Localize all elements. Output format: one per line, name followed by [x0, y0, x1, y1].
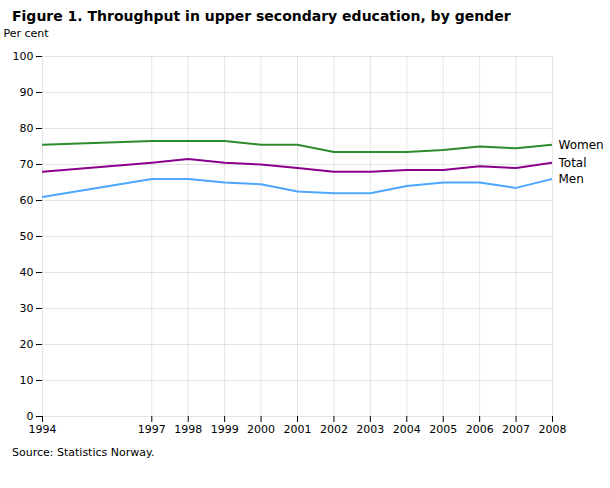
- svg-text:1994: 1994: [29, 423, 57, 436]
- svg-text:1998: 1998: [174, 423, 202, 436]
- svg-text:2001: 2001: [284, 423, 312, 436]
- svg-text:2000: 2000: [247, 423, 275, 436]
- svg-text:50: 50: [20, 230, 34, 243]
- svg-text:0: 0: [27, 410, 34, 423]
- svg-text:2008: 2008: [539, 423, 567, 436]
- svg-text:2005: 2005: [429, 423, 457, 436]
- svg-text:80: 80: [20, 122, 34, 135]
- svg-text:100: 100: [13, 50, 34, 63]
- svg-text:Men: Men: [559, 172, 584, 186]
- svg-text:1999: 1999: [211, 423, 239, 436]
- svg-text:2002: 2002: [320, 423, 348, 436]
- svg-text:70: 70: [20, 158, 34, 171]
- svg-text:20: 20: [20, 338, 34, 351]
- svg-text:10: 10: [20, 374, 34, 387]
- svg-text:Women: Women: [559, 138, 604, 152]
- svg-text:Total: Total: [558, 156, 587, 170]
- svg-text:40: 40: [20, 266, 34, 279]
- html-text:Figure 1. Throughput in upper: Figure 1. Throughput in upper secondary …: [12, 8, 511, 24]
- svg-text:2003: 2003: [356, 423, 384, 436]
- svg-text:2004: 2004: [393, 423, 421, 436]
- svg-text:90: 90: [20, 86, 34, 99]
- svg-text:1997: 1997: [138, 423, 166, 436]
- svg-text:60: 60: [20, 194, 34, 207]
- html-text:Source: Statistics Norway.: Source: Statistics Norway.: [12, 446, 155, 459]
- svg-text:30: 30: [20, 302, 34, 315]
- svg-text:Per cent: Per cent: [4, 27, 50, 40]
- svg-text:2006: 2006: [466, 423, 494, 436]
- svg-text:2007: 2007: [502, 423, 530, 436]
